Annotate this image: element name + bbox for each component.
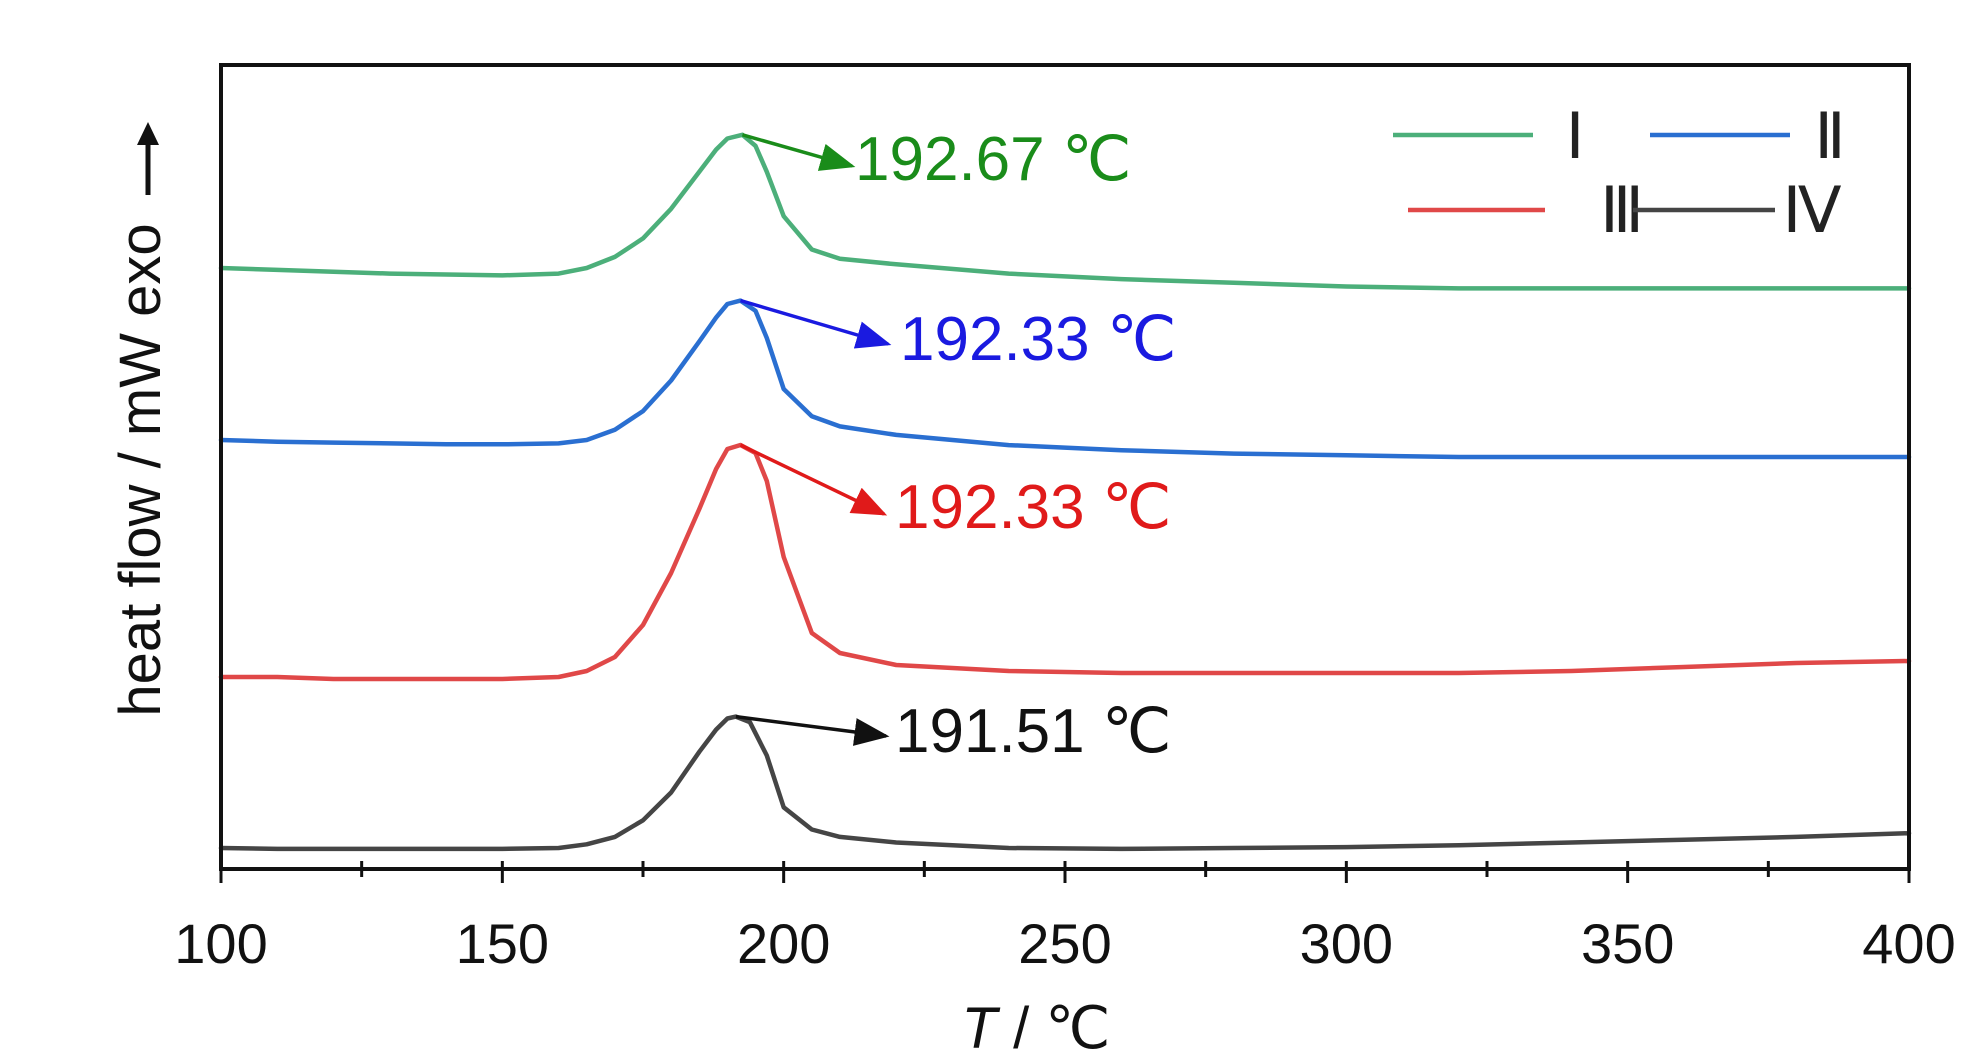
x-tick-label: 150 xyxy=(456,912,549,975)
peak-arrow-4 xyxy=(735,714,890,746)
x-tick-label: 350 xyxy=(1581,912,1674,975)
legend-label-1: Ⅰ xyxy=(1566,101,1585,172)
x-axis: 100 150 200 250 300 350 400 xyxy=(174,861,1956,975)
series-line-2 xyxy=(218,298,1912,460)
x-tick-label: 250 xyxy=(1018,912,1111,975)
x-axis-title: T / ℃ xyxy=(962,996,1111,1061)
x-tick-label: 100 xyxy=(174,912,267,975)
y-axis-title: heat flow / mW exo xyxy=(108,223,173,716)
peak-label-1: 192.67 ℃ xyxy=(855,125,1132,194)
x-tick-label: 400 xyxy=(1862,912,1955,975)
series-line-1 xyxy=(218,132,1912,291)
peak-label-3: 192.33 ℃ xyxy=(895,473,1172,542)
peak-label-4: 191.51 ℃ xyxy=(895,697,1172,766)
legend-label-2: Ⅱ xyxy=(1814,101,1846,172)
x-axis-title-unit: / ℃ xyxy=(997,996,1110,1061)
series-line-4 xyxy=(218,714,1912,852)
peak-arrow-3 xyxy=(739,443,888,516)
x-axis-title-symbol: T xyxy=(962,996,1001,1061)
x-tick-label: 300 xyxy=(1300,912,1393,975)
exo-arrow-icon xyxy=(137,122,159,195)
peak-label-2: 192.33 ℃ xyxy=(900,305,1177,374)
x-tick-label: 200 xyxy=(737,912,830,975)
peak-arrow-1 xyxy=(741,133,856,171)
peak-annotations: 192.67 ℃ 192.33 ℃ 192.33 ℃ 191.51 ℃ xyxy=(735,125,1177,766)
legend-label-4: Ⅳ xyxy=(1782,175,1841,246)
peak-arrow-2 xyxy=(740,298,892,349)
